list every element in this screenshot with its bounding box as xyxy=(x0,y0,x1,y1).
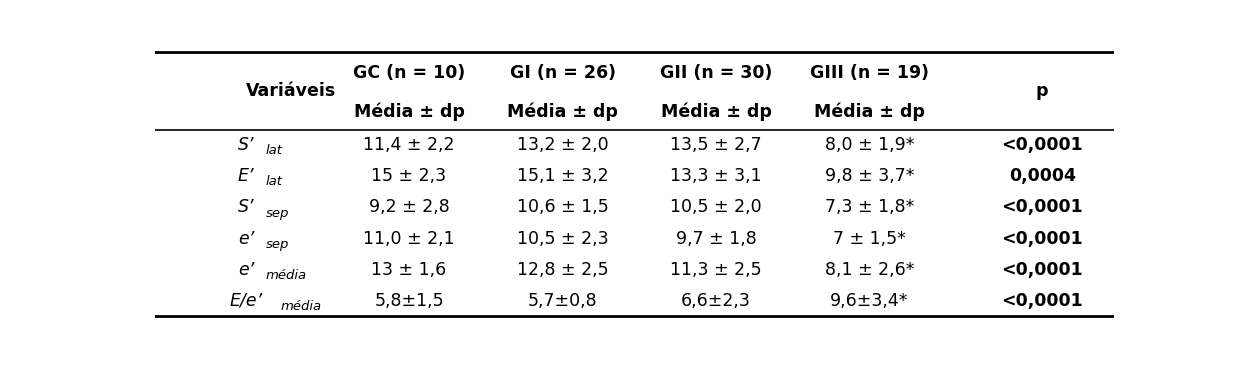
Text: e’: e’ xyxy=(238,261,254,279)
Text: 0,0004: 0,0004 xyxy=(1009,167,1076,185)
Text: S’: S’ xyxy=(238,136,254,154)
Text: 5,7±0,8: 5,7±0,8 xyxy=(527,292,597,310)
Text: 15,1 ± 3,2: 15,1 ± 3,2 xyxy=(516,167,608,185)
Text: média: média xyxy=(266,269,307,282)
Text: GIII (n = 19): GIII (n = 19) xyxy=(810,64,928,82)
Text: <0,0001: <0,0001 xyxy=(1002,136,1083,154)
Text: Variáveis: Variáveis xyxy=(246,82,337,100)
Text: 10,5 ± 2,0: 10,5 ± 2,0 xyxy=(670,199,761,216)
Text: <0,0001: <0,0001 xyxy=(1002,199,1083,216)
Text: <0,0001: <0,0001 xyxy=(1002,261,1083,279)
Text: 13,5 ± 2,7: 13,5 ± 2,7 xyxy=(670,136,761,154)
Text: e’: e’ xyxy=(238,230,254,247)
Text: sep: sep xyxy=(266,238,288,251)
Text: 9,8 ± 3,7*: 9,8 ± 3,7* xyxy=(825,167,915,185)
Text: sep: sep xyxy=(266,207,288,219)
Text: 11,0 ± 2,1: 11,0 ± 2,1 xyxy=(363,230,454,247)
Text: 5,8±1,5: 5,8±1,5 xyxy=(374,292,443,310)
Text: 10,6 ± 1,5: 10,6 ± 1,5 xyxy=(516,199,608,216)
Text: p: p xyxy=(1036,82,1049,100)
Text: E/e’: E/e’ xyxy=(229,292,262,310)
Text: 11,4 ± 2,2: 11,4 ± 2,2 xyxy=(363,136,454,154)
Text: 13 ± 1,6: 13 ± 1,6 xyxy=(371,261,447,279)
Text: Média ± dp: Média ± dp xyxy=(354,102,464,120)
Text: 15 ± 2,3: 15 ± 2,3 xyxy=(371,167,447,185)
Text: S’: S’ xyxy=(238,199,254,216)
Text: 6,6±2,3: 6,6±2,3 xyxy=(681,292,751,310)
Text: 13,3 ± 3,1: 13,3 ± 3,1 xyxy=(670,167,761,185)
Text: 7 ± 1,5*: 7 ± 1,5* xyxy=(833,230,906,247)
Text: 7,3 ± 1,8*: 7,3 ± 1,8* xyxy=(825,199,914,216)
Text: E’: E’ xyxy=(238,167,254,185)
Text: lat: lat xyxy=(266,144,282,157)
Text: 13,2 ± 2,0: 13,2 ± 2,0 xyxy=(516,136,608,154)
Text: <0,0001: <0,0001 xyxy=(1002,292,1083,310)
Text: Média ± dp: Média ± dp xyxy=(508,102,618,120)
Text: Média ± dp: Média ± dp xyxy=(815,102,925,120)
Text: 9,7 ± 1,8: 9,7 ± 1,8 xyxy=(676,230,756,247)
Text: média: média xyxy=(281,300,322,313)
Text: GI (n = 26): GI (n = 26) xyxy=(510,64,615,82)
Text: GC (n = 10): GC (n = 10) xyxy=(353,64,465,82)
Text: <0,0001: <0,0001 xyxy=(1002,230,1083,247)
Text: 12,8 ± 2,5: 12,8 ± 2,5 xyxy=(516,261,608,279)
Text: 8,1 ± 2,6*: 8,1 ± 2,6* xyxy=(825,261,915,279)
Text: 10,5 ± 2,3: 10,5 ± 2,3 xyxy=(516,230,608,247)
Text: lat: lat xyxy=(266,175,282,188)
Text: 8,0 ± 1,9*: 8,0 ± 1,9* xyxy=(825,136,915,154)
Text: 9,6±3,4*: 9,6±3,4* xyxy=(831,292,909,310)
Text: GII (n = 30): GII (n = 30) xyxy=(660,64,773,82)
Text: Média ± dp: Média ± dp xyxy=(661,102,771,120)
Text: 11,3 ± 2,5: 11,3 ± 2,5 xyxy=(670,261,761,279)
Text: 9,2 ± 2,8: 9,2 ± 2,8 xyxy=(369,199,449,216)
